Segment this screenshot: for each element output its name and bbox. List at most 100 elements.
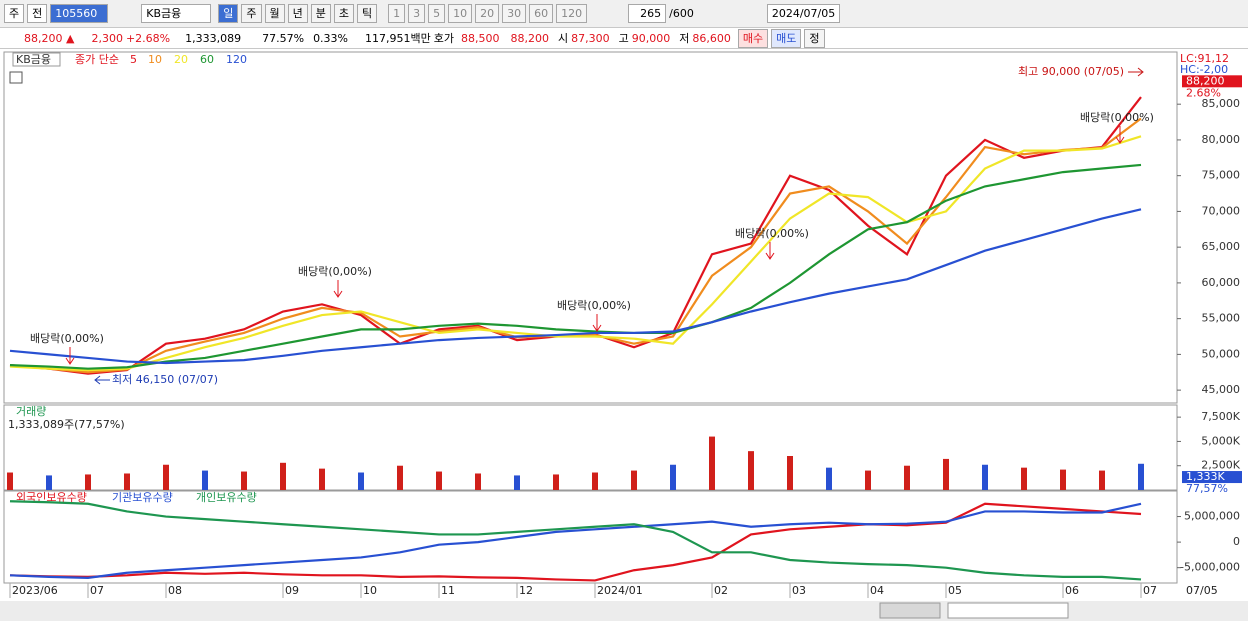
stock-name[interactable]: KB금융 bbox=[141, 4, 212, 23]
quote-open: 87,300 bbox=[571, 31, 610, 45]
x-tick-label: 08 bbox=[168, 584, 182, 597]
dividend-arrow bbox=[592, 314, 602, 332]
dividend-arrow bbox=[765, 242, 775, 260]
quote-high-label: 고 bbox=[618, 32, 629, 45]
low-arrow bbox=[94, 375, 110, 385]
order-button[interactable]: 정 bbox=[804, 28, 825, 48]
period-button[interactable]: 틱 bbox=[357, 4, 378, 23]
scroll-buttons[interactable] bbox=[879, 602, 941, 619]
interval-button[interactable]: 60 bbox=[529, 4, 554, 23]
title-box bbox=[12, 52, 61, 67]
x-tick-label: 03 bbox=[792, 584, 806, 597]
high-arrow bbox=[1128, 67, 1144, 77]
volume-bar bbox=[202, 470, 208, 490]
volume-bar bbox=[7, 472, 13, 490]
legend-entry: 10 bbox=[148, 53, 162, 66]
y-tick-label: 5,000K bbox=[1201, 434, 1240, 447]
y-tick-label: 65,000 bbox=[1202, 240, 1241, 253]
legend-entry: 20 bbox=[174, 53, 188, 66]
volume-bar bbox=[46, 475, 52, 490]
volume-panel bbox=[3, 404, 1178, 491]
y-tick-label: -5,000,000 bbox=[1180, 561, 1240, 574]
volume-bar bbox=[475, 473, 481, 490]
y-tick-label: 2,500K bbox=[1201, 459, 1240, 472]
interval-button[interactable]: 3 bbox=[408, 4, 426, 23]
quote-ask-label: 호가 bbox=[433, 32, 454, 45]
volume-bar bbox=[553, 474, 559, 490]
period-button[interactable]: 일 bbox=[218, 4, 239, 23]
legend-entry: 개인보유수량 bbox=[196, 491, 257, 504]
period-button[interactable]: 월 bbox=[264, 4, 285, 23]
quote-volume: 1,333,089 bbox=[185, 31, 242, 45]
dividend-annotation: 배당락(0,00%) bbox=[735, 227, 809, 240]
order-button[interactable]: 매도 bbox=[771, 28, 802, 48]
x-tick-label: 05 bbox=[948, 584, 962, 597]
legend-prefix: 종가 단순 bbox=[75, 53, 119, 66]
period-button[interactable]: 주 bbox=[241, 4, 262, 23]
range-select[interactable]: 전 bbox=[27, 4, 48, 23]
last-volume-label: 1,333K bbox=[1186, 470, 1225, 483]
volume-bar bbox=[1060, 469, 1066, 490]
volume-bar bbox=[982, 464, 988, 490]
volume-bar bbox=[1099, 470, 1105, 490]
volume-bar bbox=[787, 456, 793, 490]
order-button[interactable]: 매수 bbox=[737, 28, 769, 48]
volume-bar bbox=[85, 474, 91, 490]
volume-bar bbox=[943, 458, 949, 490]
volume-bar bbox=[163, 464, 169, 490]
interval-button[interactable]: 30 bbox=[502, 4, 527, 23]
y-tick-label: 0 bbox=[1233, 535, 1240, 548]
x-tick-label: 04 bbox=[870, 584, 884, 597]
x-tick-label: 2024/01 bbox=[597, 584, 643, 597]
x-tick-label: 06 bbox=[1065, 584, 1079, 597]
low-label: 최저 46,150 (07/07) bbox=[112, 373, 218, 386]
volume-bar bbox=[904, 465, 910, 490]
dividend-annotation: 배당락(0,00%) bbox=[1080, 111, 1154, 124]
interval-button[interactable]: 20 bbox=[475, 4, 500, 23]
x-tick-label: 07 bbox=[90, 584, 104, 597]
high-label: 최고 90,000 (07/05) bbox=[1018, 65, 1124, 78]
quote-turnover: 0.33% bbox=[313, 31, 349, 45]
period-button[interactable]: 년 bbox=[287, 4, 308, 23]
y-tick-label: 70,000 bbox=[1202, 204, 1241, 217]
grid-icon[interactable] bbox=[9, 71, 23, 84]
code-input[interactable]: 105560 bbox=[50, 4, 109, 23]
volume-bar bbox=[631, 470, 637, 490]
quote-ask: 88,500 bbox=[461, 31, 500, 45]
y-tick-label: 50,000 bbox=[1202, 347, 1241, 360]
volume-bar bbox=[1021, 467, 1027, 490]
period-button[interactable]: 초 bbox=[333, 4, 354, 23]
quote-low-label: 저 bbox=[679, 32, 690, 45]
quote-bar: 88,200 ▲ 2,300 +2.68% 1,333,089 77.57% 0.33% 1… bbox=[0, 28, 1248, 49]
x-tick-label: 11 bbox=[441, 584, 455, 597]
interval-button[interactable]: 5 bbox=[428, 4, 446, 23]
volume-bar bbox=[436, 471, 442, 490]
interval-button[interactable]: 10 bbox=[448, 4, 473, 23]
panel-title: 거래량 bbox=[16, 405, 46, 418]
count-max: /600 bbox=[669, 7, 694, 20]
y-tick-label: 55,000 bbox=[1202, 312, 1241, 325]
volume-bar bbox=[514, 475, 520, 490]
date-input[interactable]: 2024/07/05 bbox=[766, 4, 841, 23]
volume-bar bbox=[826, 467, 832, 490]
zoom-slider[interactable] bbox=[947, 602, 1069, 619]
hc-label: HC:-2,00 bbox=[1180, 63, 1228, 76]
legend-entry: 120 bbox=[226, 53, 247, 66]
panel-subtitle: 1,333,089주(77,57%) bbox=[8, 418, 125, 431]
quote-volume-ratio: 77.57% bbox=[262, 31, 305, 45]
x-tick-label: 02 bbox=[714, 584, 728, 597]
interval-button[interactable]: 120 bbox=[556, 4, 588, 23]
count-input[interactable]: 265 bbox=[628, 4, 667, 23]
volume-bar bbox=[280, 462, 286, 490]
volume-bar bbox=[1138, 463, 1144, 490]
toolbar: 주 전 105560 KB금융 일 주 월 년 분 초 틱 1 3 5 10 20 30 60 120 265/600… bbox=[0, 0, 1248, 28]
quote-amount: 117,951백만 bbox=[365, 32, 431, 45]
dividend-annotation: 배당락(0,00%) bbox=[557, 299, 631, 312]
interval-button[interactable]: 1 bbox=[388, 4, 406, 23]
last-volume-ratio: 77,57% bbox=[1186, 482, 1228, 495]
period-button[interactable]: 분 bbox=[310, 4, 331, 23]
holdings-line bbox=[9, 500, 1142, 581]
market-select[interactable]: 주 bbox=[4, 4, 25, 23]
x-tick-label: 09 bbox=[285, 584, 299, 597]
quote-low: 86,600 bbox=[692, 31, 731, 45]
